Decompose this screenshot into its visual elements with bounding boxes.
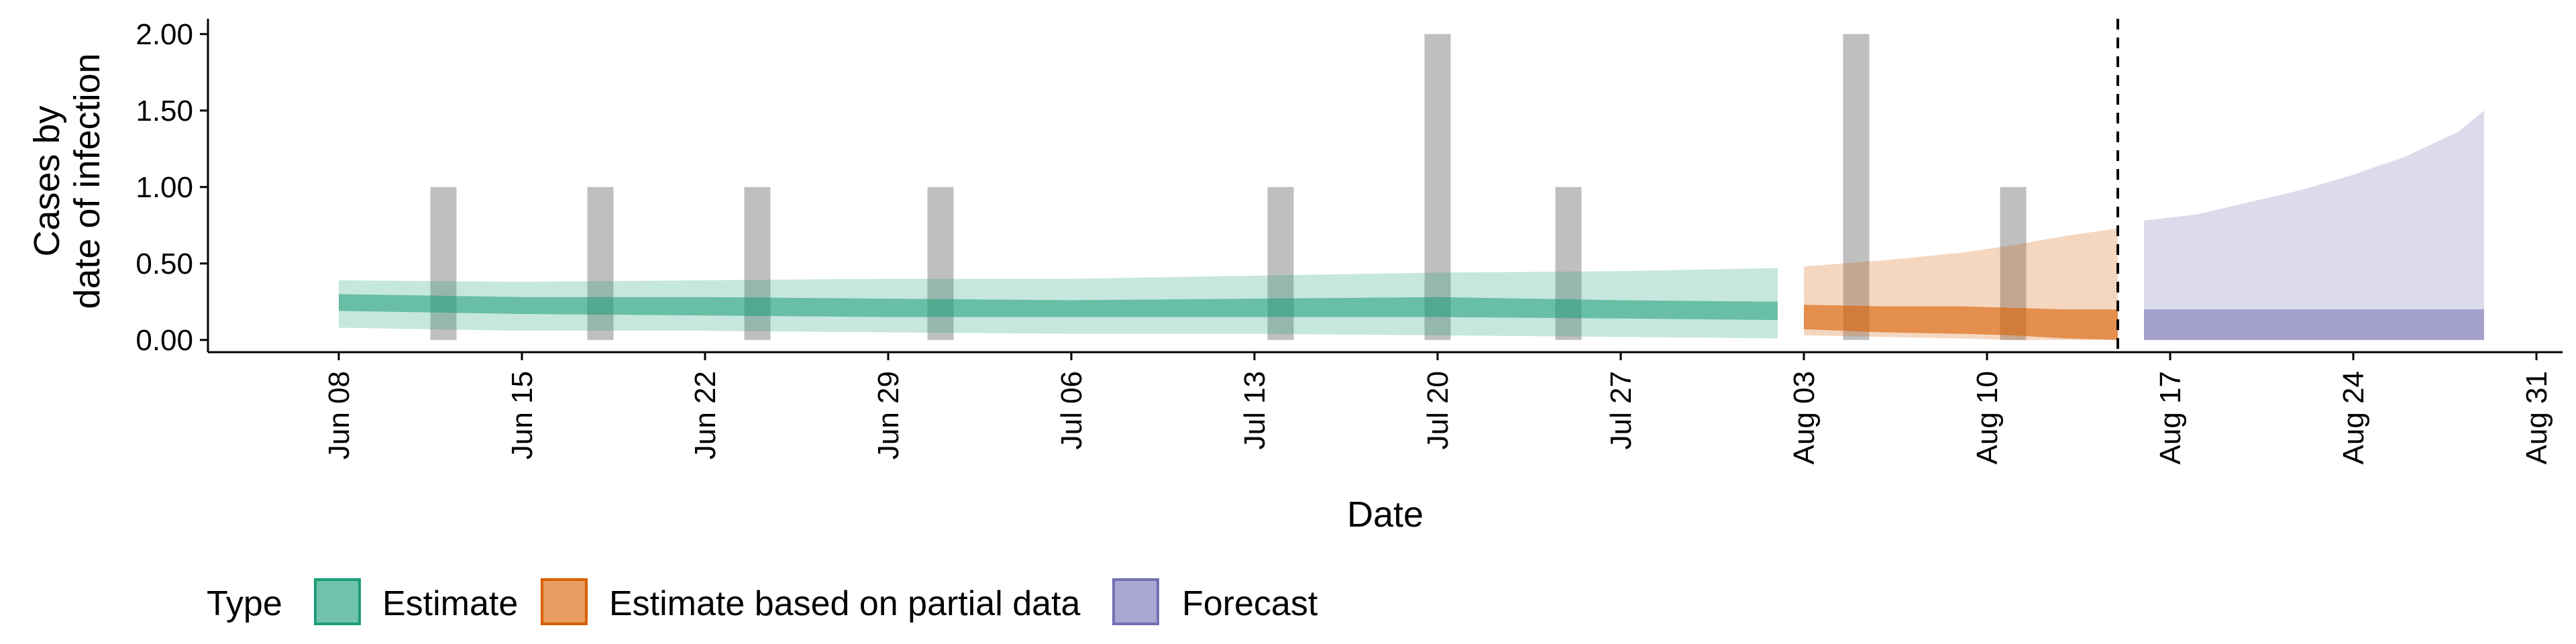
- y-axis-title-line-1: Cases by: [27, 105, 67, 256]
- estimate-based-on-partial-data-inner-band: [1804, 305, 2118, 340]
- x-tick-label: Aug 10: [1971, 371, 2004, 464]
- y-axis-title: Cases by date of infection: [27, 53, 107, 309]
- legend: Type Estimate Estimate based on partial …: [207, 578, 1318, 625]
- y-axis: 0.00 0.50 1.00 1.50 2.00: [136, 18, 209, 357]
- y-tick-label: 1.00: [136, 171, 193, 204]
- x-tick-label: Jun 08: [323, 371, 356, 460]
- x-tick-label: Jul 13: [1238, 371, 1271, 449]
- x-tick-label: Jul 27: [1605, 371, 1638, 449]
- legend-key-estimate: [314, 578, 361, 625]
- y-tick-label: 2.00: [136, 18, 193, 51]
- estimate-inner-band: [339, 294, 1778, 321]
- x-tick-label: Aug 03: [1788, 371, 1821, 464]
- legend-key-forecast: [1112, 578, 1159, 625]
- x-tick-label: Jun 22: [689, 371, 722, 460]
- legend-key-partial: [541, 578, 588, 625]
- x-tick-label: Jun 15: [506, 371, 539, 460]
- legend-title: Type: [207, 584, 282, 623]
- forecast-inner-band: [2144, 309, 2484, 340]
- legend-label-estimate: Estimate: [382, 584, 518, 623]
- x-tick-label: Jul 20: [1421, 371, 1454, 449]
- y-tick-label: 0.00: [136, 324, 193, 357]
- y-tick-label: 1.50: [136, 95, 193, 127]
- x-axis-title: Date: [1347, 494, 1424, 535]
- reported-case-bar: [430, 186, 457, 340]
- y-tick-label: 0.50: [136, 248, 193, 280]
- x-axis: Jun 08 Jun 15 Jun 22 Jun 29 Jul 06 Jul 13 Jul …: [208, 351, 2563, 464]
- reported-case-bar: [1424, 34, 1451, 340]
- plot-area: [339, 19, 2484, 352]
- x-tick-label: Jul 06: [1055, 371, 1088, 449]
- x-tick-label: Aug 31: [2520, 371, 2553, 464]
- x-tick-label: Aug 17: [2154, 371, 2187, 464]
- x-tick-label: Jun 29: [872, 371, 905, 460]
- legend-label-forecast: Forecast: [1182, 584, 1318, 623]
- legend-label-partial: Estimate based on partial data: [609, 584, 1081, 623]
- forecast-outer-band: [2144, 110, 2484, 340]
- y-axis-title-line-2: date of infection: [67, 53, 107, 309]
- reported-case-bar: [1843, 34, 1870, 340]
- x-tick-label: Aug 24: [2337, 371, 2370, 464]
